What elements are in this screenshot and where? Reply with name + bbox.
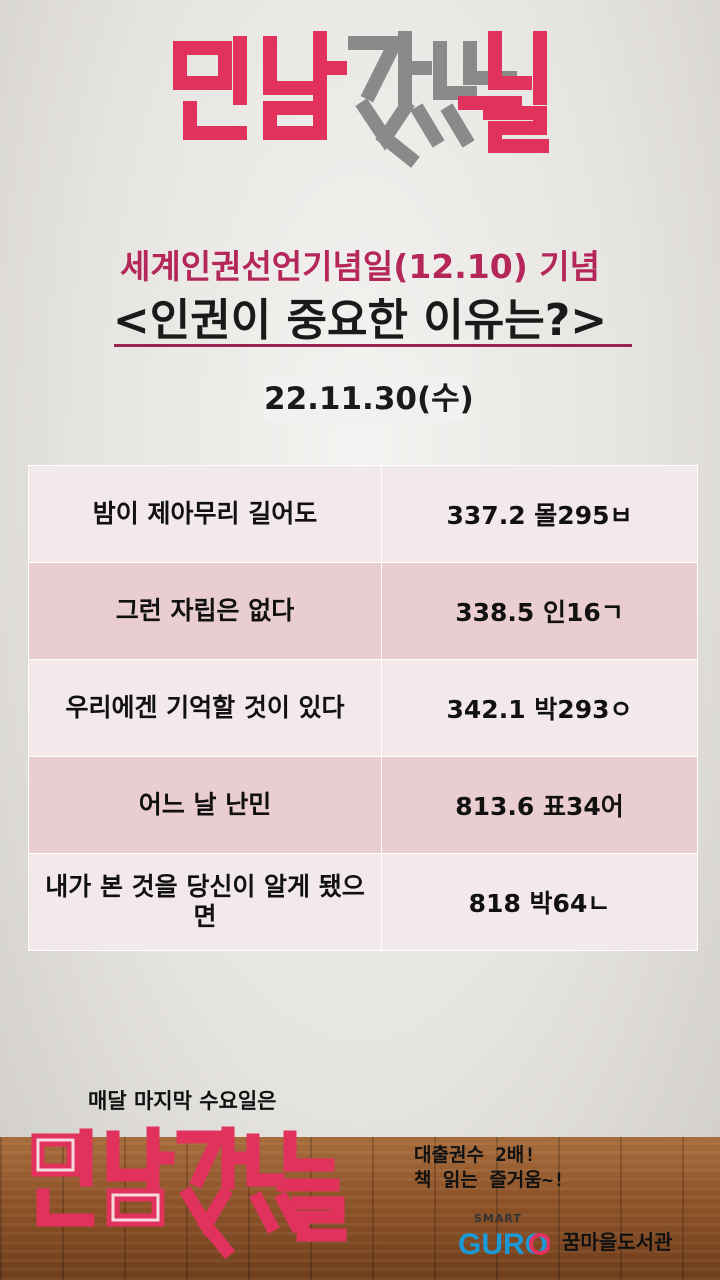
table-row: 그런 자립은 없다 338.5 인16ㄱ [28,562,698,660]
library-brand: SMART GURO 꿈마을도서관 [458,1212,708,1272]
table-row: 내가 본 것을 당신이 알게 됐으면 818 박64ㄴ [28,853,698,951]
book-call-number: 818 박64ㄴ [381,853,698,951]
book-title: 그런 자립은 없다 [28,562,382,660]
book-title: 내가 본 것을 당신이 알게 됐으면 [28,853,382,951]
event-date: 22.11.30(수) [264,376,474,422]
book-list-table: 밤이 제아무리 길어도 337.2 몰295ㅂ 그런 자립은 없다 338.5 … [28,465,698,951]
library-name: 꿈마을도서관 [562,1230,673,1254]
book-call-number: 342.1 박293ㅇ [381,659,698,757]
book-call-number: 338.5 인16ㄱ [381,562,698,660]
benefit-text: 대출권수 2배! 책 읽는 즐거움~! [414,1143,565,1192]
book-title: 우리에겐 기억할 것이 있다 [28,659,382,757]
page-title: <인권이 중요한 이유는?> [112,295,608,346]
library-event-logo-bottom [31,1126,347,1260]
book-title: 밤이 제아무리 길어도 [28,465,382,563]
table-row: 밤이 제아무리 길어도 337.2 몰295ㅂ [28,465,698,563]
table-row: 어느 날 난민 813.6 표34어 [28,756,698,854]
smart-label: SMART [474,1212,522,1225]
book-call-number: 337.2 몰295ㅂ [381,465,698,563]
book-call-number: 813.6 표34어 [381,756,698,854]
monthly-promo-text: 매달 마지막 수요일은 [88,1089,277,1113]
benefit-line-2: 책 읽는 즐거움~! [414,1168,565,1191]
title-underline [114,344,632,347]
wood-floor-background [0,1137,720,1280]
event-subtitle: 세계인권선언기념일(12.10) 기념 [120,247,600,286]
table-row: 우리에겐 기억할 것이 있다 342.1 박293ㅇ [28,659,698,757]
svg-text:GURO: GURO [458,1228,548,1260]
library-event-logo: 만남가 있는날 [173,31,549,168]
book-title: 어느 날 난민 [28,756,382,854]
benefit-line-1: 대출권수 2배! [414,1144,536,1166]
guro-logo-icon: GURO [458,1228,550,1260]
